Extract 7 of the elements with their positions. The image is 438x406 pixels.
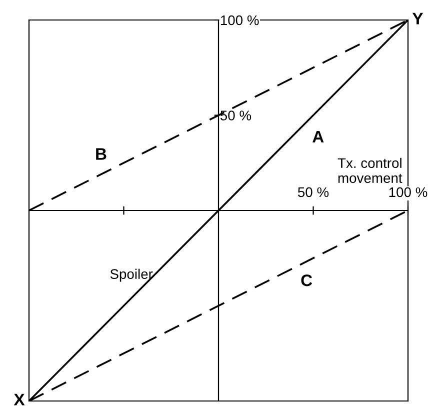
annotation: Y — [412, 12, 424, 24]
y-axis-title: Spoiler — [110, 268, 153, 282]
x-axis-title: Tx. control movement — [338, 158, 402, 183]
series-label: A — [312, 130, 324, 142]
annotation: X — [14, 394, 25, 406]
series-label: B — [96, 148, 106, 160]
series-label: C — [301, 274, 312, 286]
